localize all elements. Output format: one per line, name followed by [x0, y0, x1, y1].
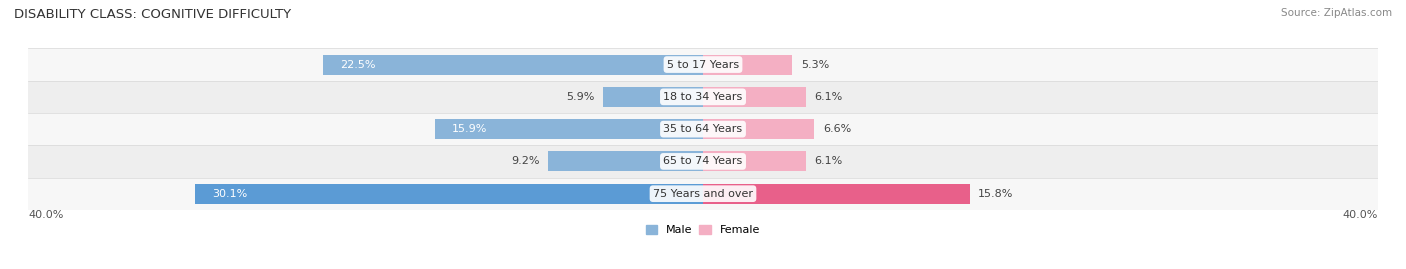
Bar [28, 145, 1378, 178]
Text: 6.1%: 6.1% [814, 92, 842, 102]
Bar [603, 87, 703, 107]
Text: 5.9%: 5.9% [567, 92, 595, 102]
Bar [28, 178, 1378, 210]
Text: 40.0%: 40.0% [28, 210, 63, 221]
Legend: Male, Female: Male, Female [641, 221, 765, 240]
Text: 22.5%: 22.5% [340, 59, 375, 70]
Text: 15.9%: 15.9% [451, 124, 486, 134]
Bar [195, 184, 703, 204]
Text: 5 to 17 Years: 5 to 17 Years [666, 59, 740, 70]
Bar [703, 87, 806, 107]
Bar [703, 151, 806, 171]
Bar [703, 119, 814, 139]
Text: 6.6%: 6.6% [823, 124, 851, 134]
Text: 35 to 64 Years: 35 to 64 Years [664, 124, 742, 134]
Bar [28, 48, 1378, 81]
Text: 15.8%: 15.8% [979, 189, 1014, 199]
Bar [323, 55, 703, 75]
Bar [28, 81, 1378, 113]
Text: 30.1%: 30.1% [212, 189, 247, 199]
Text: 65 to 74 Years: 65 to 74 Years [664, 156, 742, 167]
Text: 9.2%: 9.2% [510, 156, 540, 167]
Bar [28, 113, 1378, 145]
Text: 6.1%: 6.1% [814, 156, 842, 167]
Bar [434, 119, 703, 139]
Text: 75 Years and over: 75 Years and over [652, 189, 754, 199]
Bar [703, 55, 793, 75]
Bar [703, 184, 970, 204]
Bar [548, 151, 703, 171]
Text: 5.3%: 5.3% [801, 59, 830, 70]
Text: 18 to 34 Years: 18 to 34 Years [664, 92, 742, 102]
Text: Source: ZipAtlas.com: Source: ZipAtlas.com [1281, 8, 1392, 18]
Text: DISABILITY CLASS: COGNITIVE DIFFICULTY: DISABILITY CLASS: COGNITIVE DIFFICULTY [14, 8, 291, 21]
Text: 40.0%: 40.0% [1343, 210, 1378, 221]
